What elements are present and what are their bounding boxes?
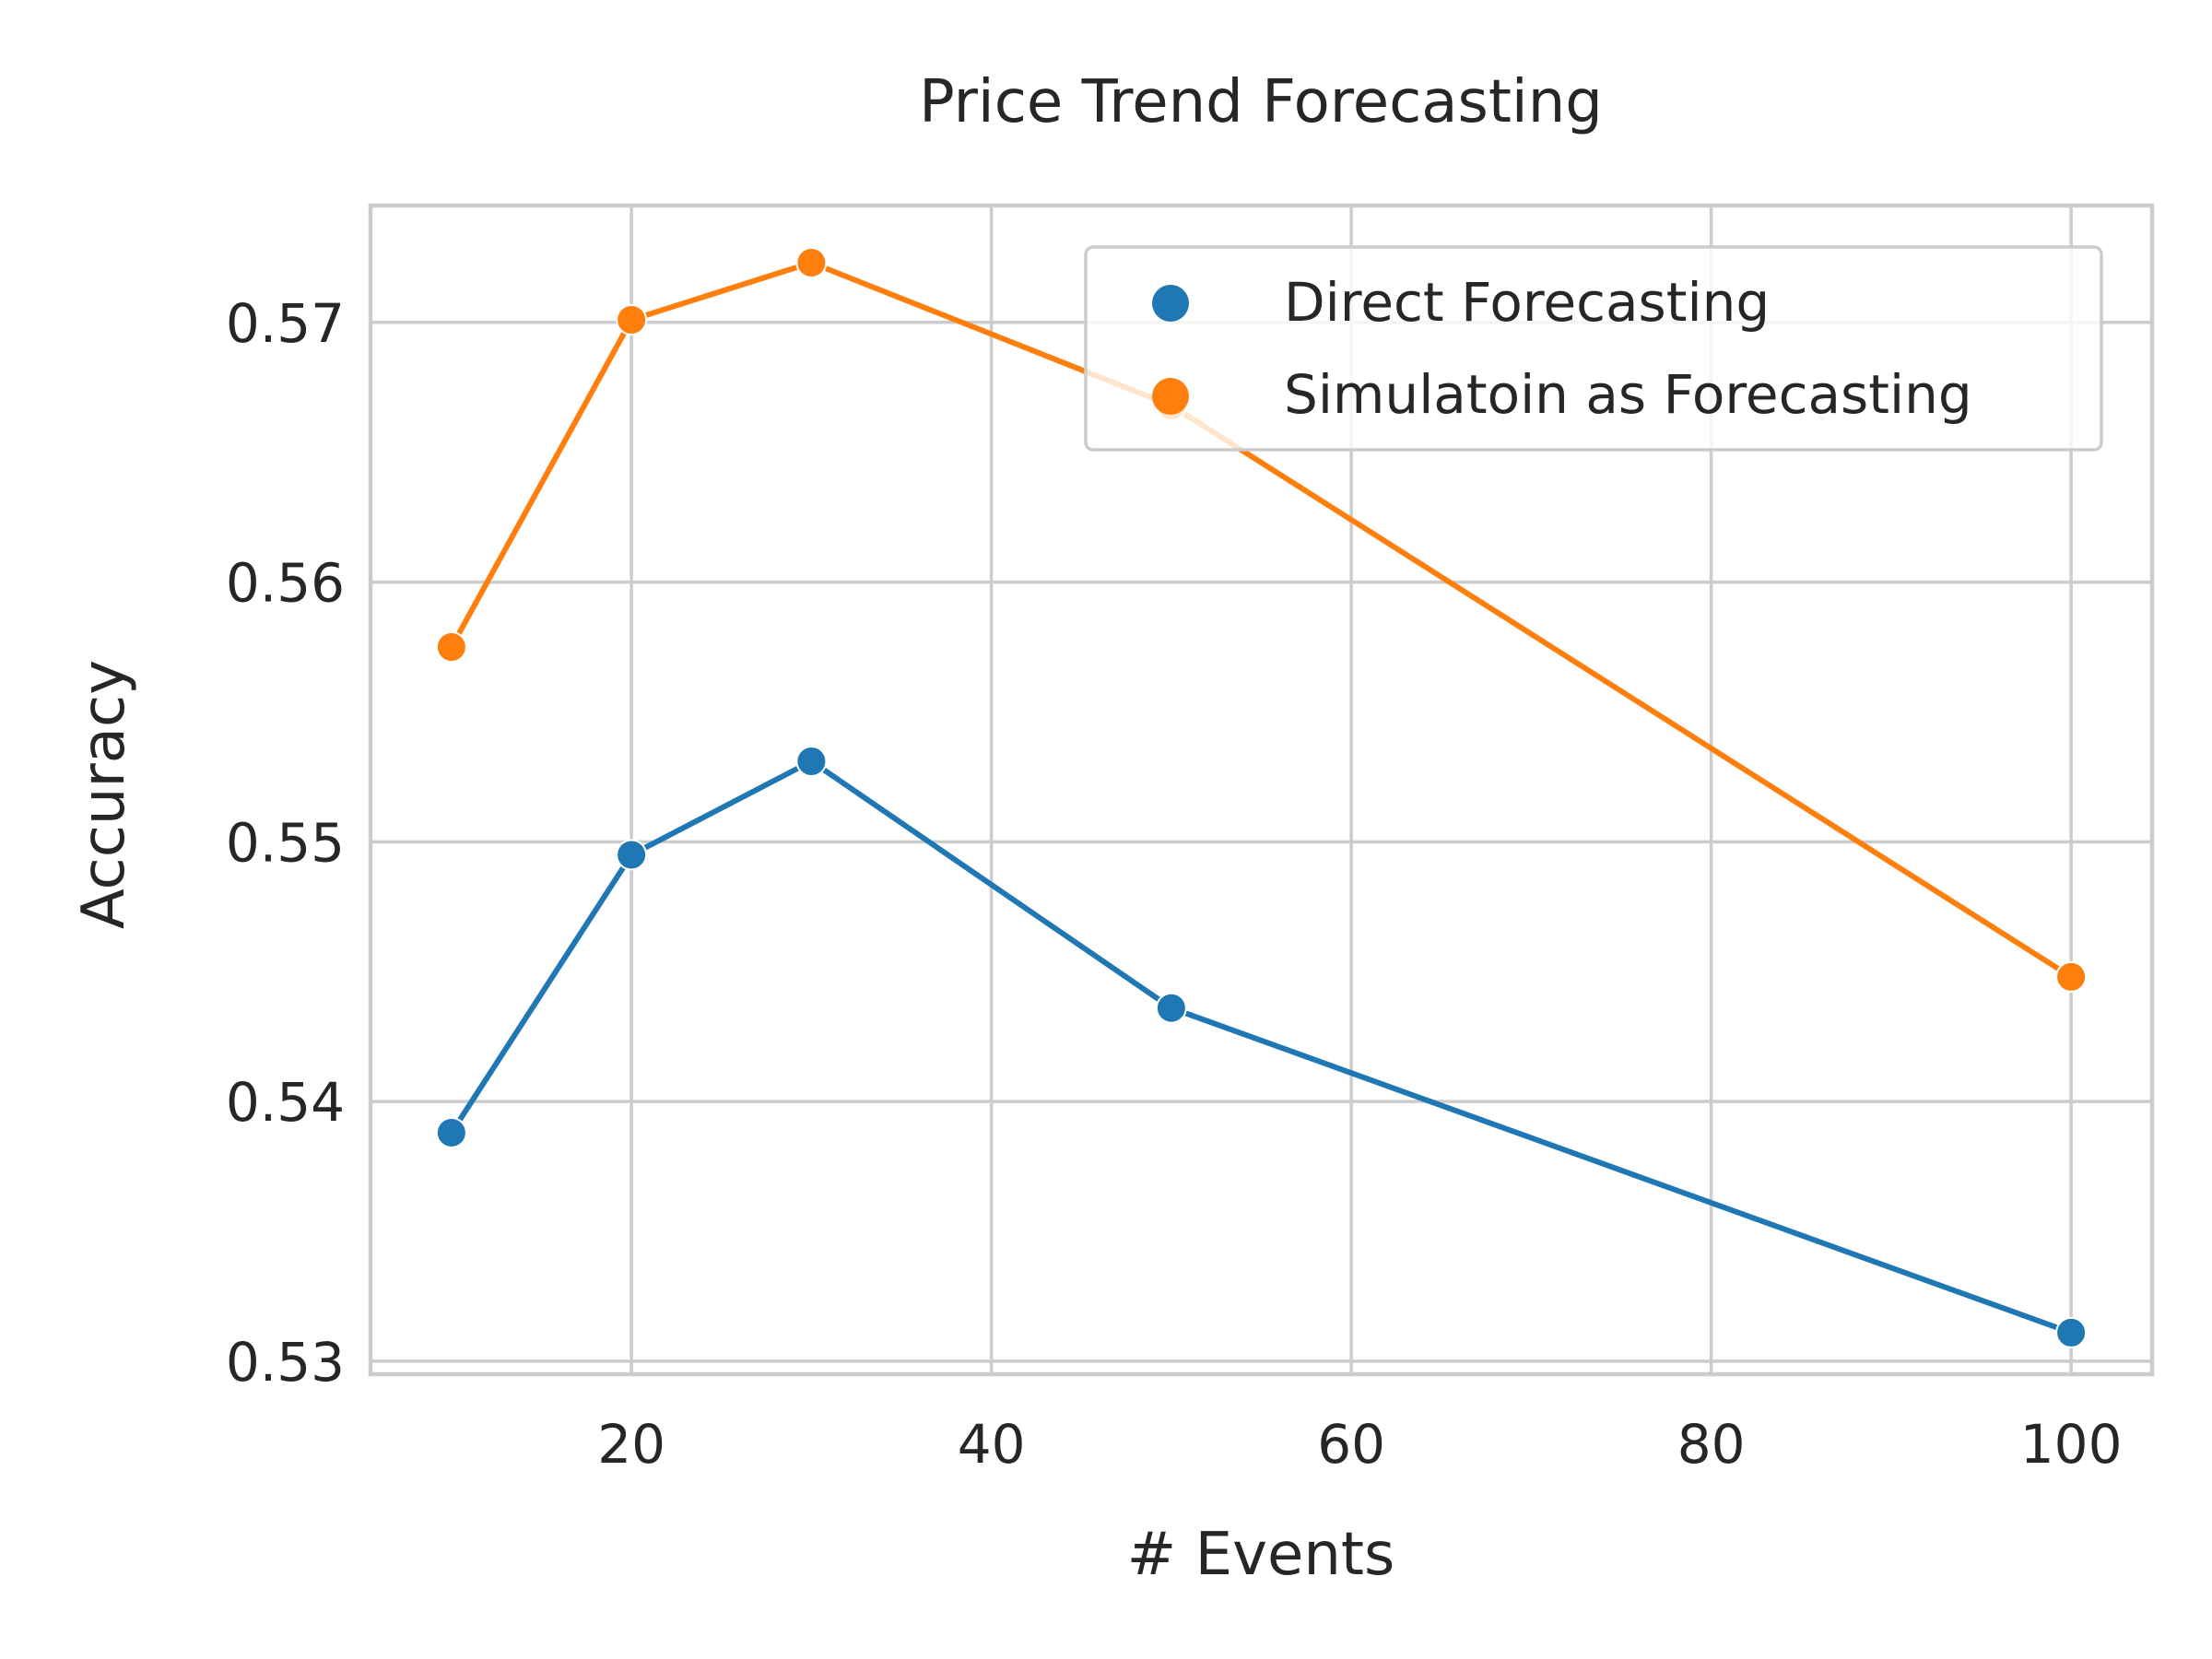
data-point-direct-forecasting xyxy=(795,746,828,778)
chart-title: Price Trend Forecasting xyxy=(919,68,1603,136)
legend: Direct Forecasting Simulatoin as Forecas… xyxy=(1084,245,2103,452)
data-point-simulatoin-as-forecasting xyxy=(616,303,648,335)
x-tick-label: 100 xyxy=(2020,1413,2123,1476)
y-tick-label: 0.54 xyxy=(226,1071,345,1134)
data-point-direct-forecasting xyxy=(1155,992,1187,1024)
data-point-direct-forecasting xyxy=(616,839,648,871)
y-axis-label: Accuracy xyxy=(70,660,138,929)
data-point-simulatoin-as-forecasting xyxy=(2055,960,2088,993)
x-tick-label: 40 xyxy=(958,1413,1026,1476)
data-point-direct-forecasting xyxy=(2055,1316,2088,1348)
x-tick-label: 60 xyxy=(1317,1413,1385,1476)
y-tick-label: 0.57 xyxy=(226,292,345,355)
x-axis-label: # Events xyxy=(1127,1521,1395,1589)
y-tick-label: 0.55 xyxy=(226,811,345,874)
legend-marker-simulatoin-as-forecasting xyxy=(1152,378,1189,415)
series-line-direct-forecasting xyxy=(448,759,2075,1335)
legend-box xyxy=(1084,245,2103,452)
legend-label-simulatoin-as-forecasting: Simulatoin as Forecasting xyxy=(1284,363,1972,426)
data-point-simulatoin-as-forecasting xyxy=(795,246,828,278)
tick-labels: 20 40 60 80 100 0.53 0.54 0.55 0.56 0.57 xyxy=(226,292,2123,1476)
x-tick-label: 20 xyxy=(597,1413,665,1476)
data-point-direct-forecasting xyxy=(435,1116,467,1148)
legend-marker-direct-forecasting xyxy=(1152,285,1189,322)
x-tick-label: 80 xyxy=(1677,1413,1746,1476)
plot-frame xyxy=(368,203,2155,1377)
y-tick-label: 0.53 xyxy=(226,1331,345,1394)
y-tick-label: 0.56 xyxy=(226,552,345,615)
data-point-simulatoin-as-forecasting xyxy=(435,631,467,664)
series-direct-forecasting xyxy=(435,746,2088,1348)
legend-label-direct-forecasting: Direct Forecasting xyxy=(1284,271,1770,334)
